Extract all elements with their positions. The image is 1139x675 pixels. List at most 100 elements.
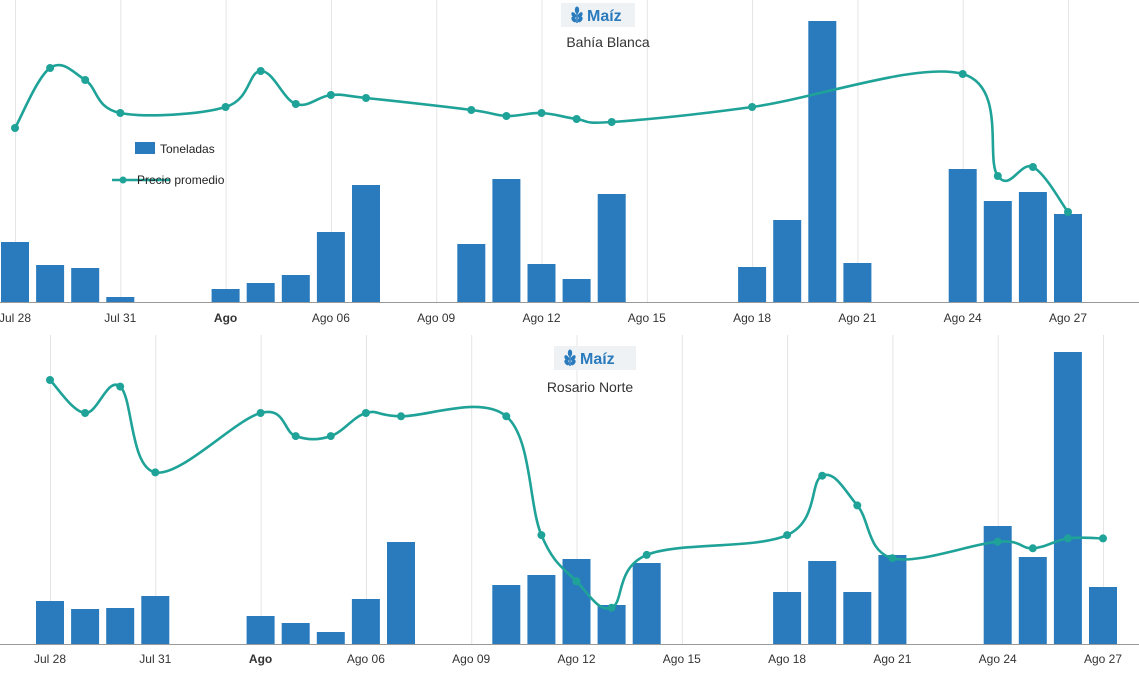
bar[interactable]	[492, 585, 521, 644]
bar[interactable]	[808, 21, 837, 302]
bar[interactable]	[211, 289, 240, 302]
line-point[interactable]	[607, 603, 616, 612]
bar[interactable]	[352, 185, 380, 302]
line-point[interactable]	[748, 103, 757, 111]
bar[interactable]	[878, 555, 907, 644]
bar[interactable]	[773, 592, 802, 644]
bar[interactable]	[492, 179, 521, 302]
bar[interactable]	[71, 609, 100, 644]
bar[interactable]	[457, 244, 486, 302]
line-point[interactable]	[116, 382, 125, 391]
line-point[interactable]	[291, 432, 300, 441]
line-point[interactable]	[607, 118, 616, 126]
line-point[interactable]	[958, 70, 967, 78]
bar[interactable]	[843, 263, 872, 302]
line-point[interactable]	[1063, 534, 1072, 543]
bar[interactable]	[773, 220, 802, 302]
bar-series	[36, 352, 1117, 644]
bar[interactable]	[36, 601, 64, 644]
bar[interactable]	[1089, 587, 1117, 644]
x-tick-label: Jul 31	[139, 652, 171, 666]
line-point[interactable]	[256, 67, 265, 75]
line-point[interactable]	[397, 412, 405, 421]
line-point[interactable]	[326, 432, 335, 441]
line-point[interactable]	[993, 537, 1002, 546]
x-tick-label: Ago 09	[417, 311, 455, 325]
bar[interactable]	[843, 592, 872, 644]
line-point[interactable]	[11, 124, 19, 132]
line-point[interactable]	[853, 501, 862, 510]
line-point[interactable]	[1028, 163, 1037, 171]
wheat-icon	[571, 6, 583, 23]
chart-title-badge: Maíz	[554, 346, 636, 370]
bar[interactable]	[808, 561, 837, 644]
line-point[interactable]	[256, 409, 265, 417]
line-point[interactable]	[81, 76, 90, 84]
line-point[interactable]	[116, 109, 125, 117]
line-point[interactable]	[362, 94, 370, 102]
line-point[interactable]	[642, 550, 651, 559]
bar[interactable]	[106, 608, 135, 644]
bar[interactable]	[106, 297, 135, 302]
x-tick-label: Ago 06	[347, 652, 385, 666]
legend-bar-label[interactable]: Toneladas	[160, 142, 215, 156]
line-point[interactable]	[1028, 544, 1037, 553]
line-point[interactable]	[467, 106, 476, 114]
bar[interactable]	[527, 264, 556, 302]
line-point[interactable]	[46, 64, 55, 72]
line-point[interactable]	[221, 103, 230, 111]
bar[interactable]	[948, 169, 977, 302]
line-point[interactable]	[291, 100, 300, 108]
x-tick-label: Jul 28	[0, 311, 31, 325]
bar[interactable]	[1018, 192, 1047, 302]
x-tick-label: Jul 28	[34, 652, 66, 666]
bar[interactable]	[983, 201, 1012, 302]
bar[interactable]	[1018, 557, 1047, 644]
x-tick-label: Ago 06	[312, 311, 350, 325]
line-point[interactable]	[1099, 534, 1107, 543]
bar[interactable]	[281, 623, 310, 644]
line-point[interactable]	[326, 91, 335, 99]
bar[interactable]	[1, 242, 29, 302]
x-tick-label: Ago 18	[768, 652, 806, 666]
bar[interactable]	[141, 596, 170, 644]
bar[interactable]	[562, 279, 591, 302]
x-tick-label: Ago 18	[733, 311, 771, 325]
legend-line-label[interactable]: Precio promedio	[137, 173, 225, 187]
line-point[interactable]	[81, 409, 90, 417]
bar[interactable]	[1054, 214, 1082, 302]
x-tick-label: Ago 15	[628, 311, 666, 325]
bar[interactable]	[1053, 352, 1082, 644]
line-point[interactable]	[502, 412, 511, 421]
chart-title: Maíz	[587, 8, 622, 25]
bar[interactable]	[351, 599, 380, 644]
bar[interactable]	[387, 542, 415, 644]
line-point[interactable]	[888, 554, 897, 563]
line-point[interactable]	[502, 112, 511, 120]
bar[interactable]	[632, 563, 661, 644]
bar[interactable]	[246, 283, 275, 302]
line-point[interactable]	[818, 471, 827, 480]
line-point[interactable]	[537, 531, 546, 540]
line-point[interactable]	[572, 115, 581, 123]
x-tick-label: Jul 31	[104, 311, 136, 325]
bar[interactable]	[597, 194, 626, 302]
line-points	[11, 64, 1072, 216]
bar[interactable]	[316, 232, 345, 302]
line-point[interactable]	[361, 409, 370, 417]
line-point[interactable]	[783, 531, 792, 540]
bar[interactable]	[316, 632, 345, 644]
bar[interactable]	[281, 275, 310, 302]
line-point[interactable]	[1064, 208, 1072, 216]
bar[interactable]	[246, 616, 275, 644]
bar[interactable]	[36, 265, 65, 302]
line-point[interactable]	[537, 109, 546, 117]
wheat-icon	[564, 349, 576, 366]
bar[interactable]	[527, 575, 556, 644]
bar[interactable]	[71, 268, 100, 302]
line-point[interactable]	[993, 172, 1002, 180]
line-point[interactable]	[151, 468, 160, 477]
bar[interactable]	[738, 267, 767, 302]
line-point[interactable]	[46, 376, 54, 384]
line-point[interactable]	[572, 577, 581, 586]
